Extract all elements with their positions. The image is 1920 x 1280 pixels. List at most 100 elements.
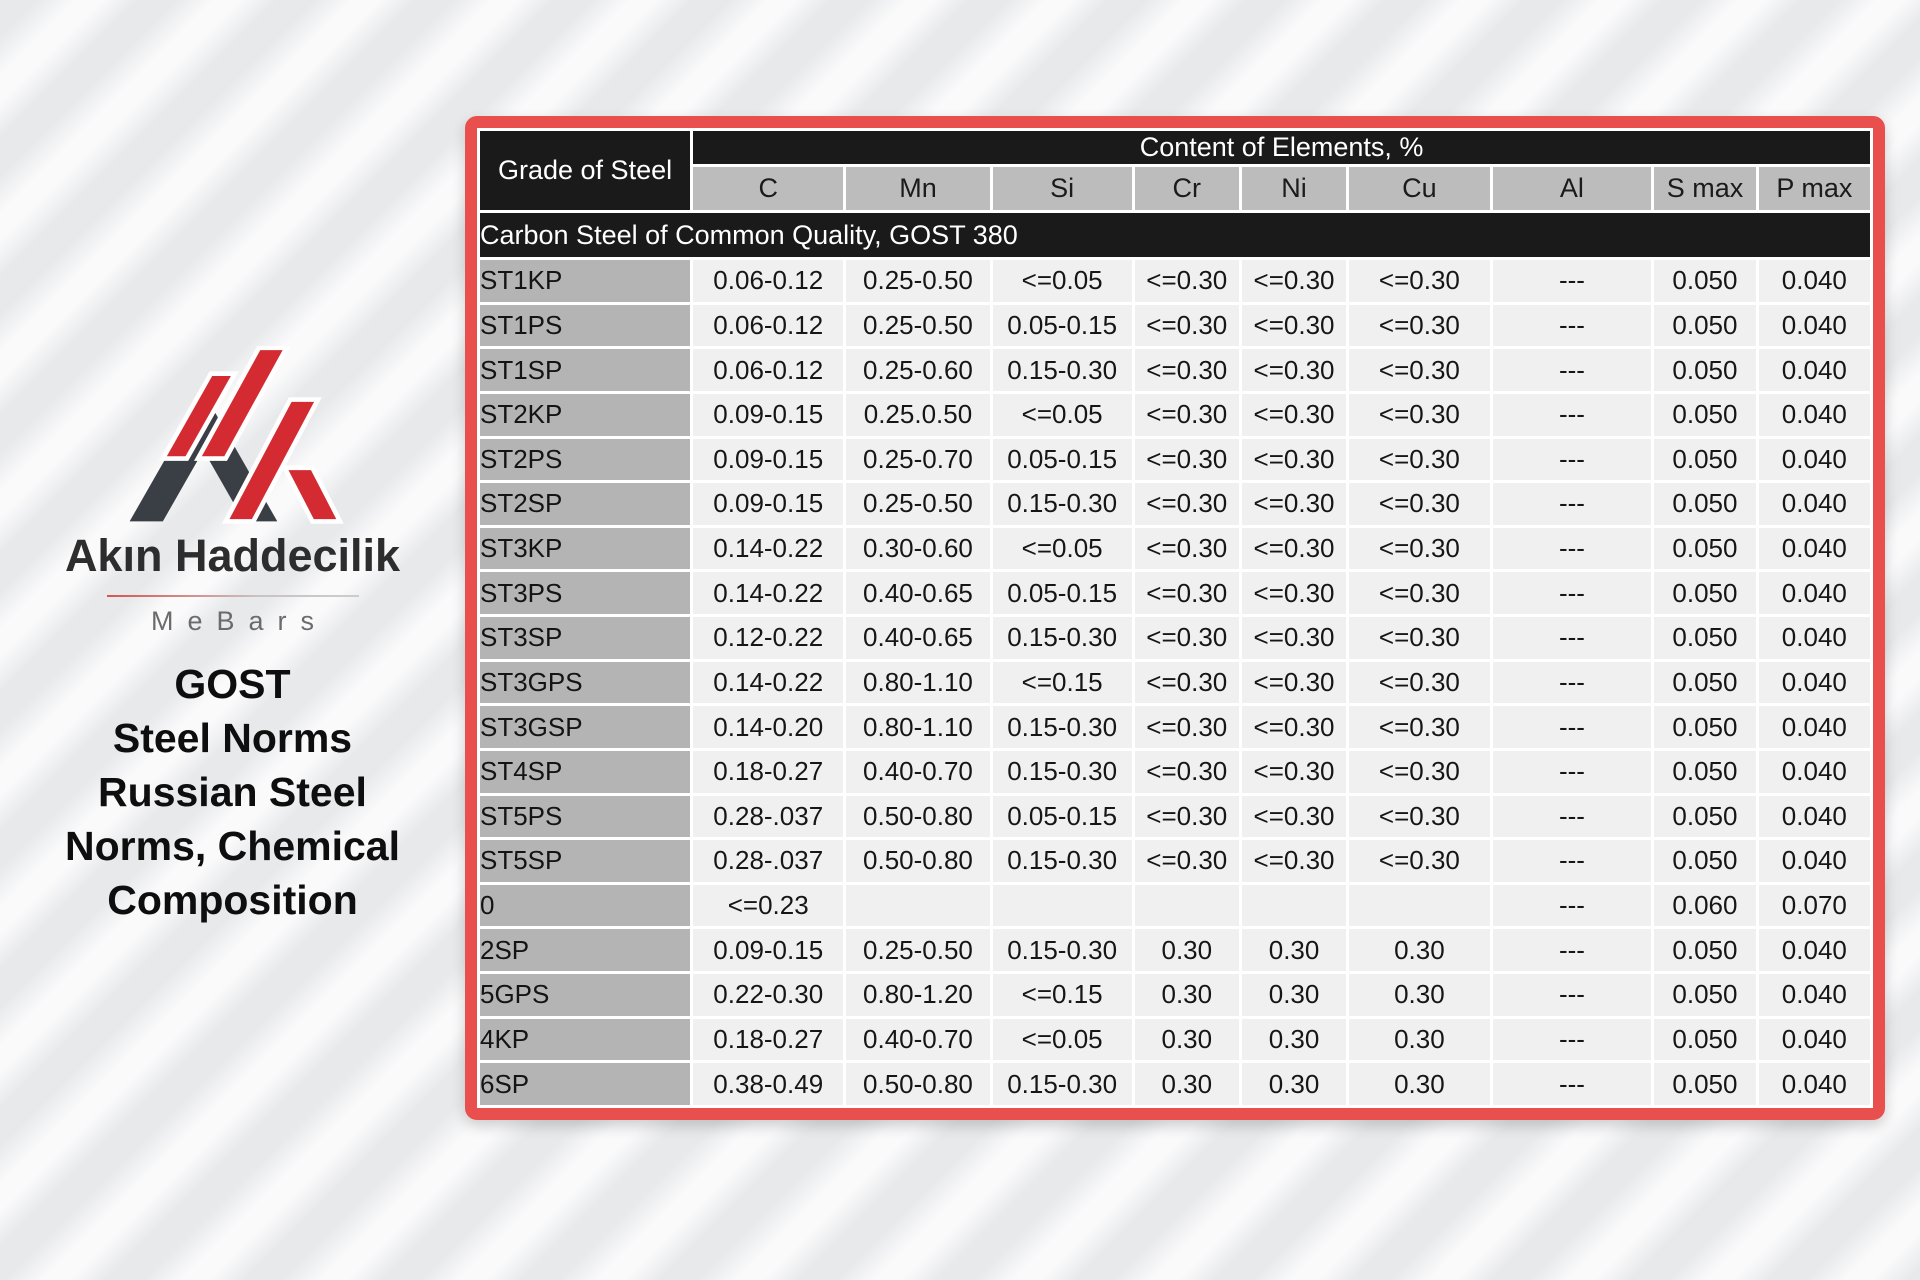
value-cell-ni: <=0.30 [1238, 703, 1350, 751]
value-cell-si: 0.05-0.15 [989, 569, 1135, 617]
value-cell-cu: 0.30 [1346, 926, 1493, 974]
value-cell-al: --- [1489, 881, 1655, 930]
grade-cell: ST2SP [477, 480, 694, 528]
table-row: ST2KP 0.09-0.15 0.25.0.50 <=0.05 <=0.30 … [477, 390, 1873, 439]
value-cell-cu: 0.30 [1346, 1060, 1493, 1108]
value-cell-al: --- [1489, 703, 1655, 751]
value-cell-cu: <=0.30 [1346, 390, 1493, 439]
value-cell-mn: 0.50-0.80 [843, 1060, 993, 1108]
value-cell-mn: 0.80-1.20 [843, 971, 993, 1019]
value-cell-ni: <=0.30 [1238, 658, 1350, 707]
value-cell-p: 0.040 [1755, 1015, 1873, 1064]
value-cell-cr: <=0.30 [1131, 703, 1242, 751]
value-cell-al: --- [1489, 1060, 1655, 1108]
value-cell-c: 0.09-0.15 [690, 926, 847, 974]
value-cell-si: <=0.15 [989, 658, 1135, 707]
value-cell-si: 0.15-0.30 [989, 837, 1135, 885]
grade-cell: ST4SP [477, 747, 694, 796]
page-title-line: Norms, Chemical [65, 823, 400, 869]
value-cell-al: --- [1489, 569, 1655, 617]
grade-cell: 6SP [477, 1060, 694, 1108]
value-cell-cr: 0.30 [1131, 971, 1242, 1019]
value-cell-p: 0.040 [1755, 480, 1873, 528]
value-cell-p: 0.040 [1755, 703, 1873, 751]
value-cell-s: 0.050 [1651, 569, 1759, 617]
value-cell-p: 0.040 [1755, 257, 1873, 305]
grade-cell: ST5PS [477, 792, 694, 841]
value-cell-cr: <=0.30 [1131, 257, 1242, 305]
column-header-cr: Cr [1131, 164, 1242, 213]
value-cell-al: --- [1489, 971, 1655, 1019]
brand-panel: Akın Haddecilik MeBars GOST Steel Norms … [0, 0, 465, 1280]
grade-cell: ST2KP [477, 390, 694, 439]
value-cell-c: 0.06-0.12 [690, 301, 847, 350]
value-cell-al: --- [1489, 480, 1655, 528]
value-cell-si: <=0.15 [989, 971, 1135, 1019]
table-row: 6SP 0.38-0.49 0.50-0.80 0.15-0.30 0.30 0… [477, 1060, 1873, 1108]
value-cell-ni: <=0.30 [1238, 435, 1350, 484]
table-row: ST3PS 0.14-0.22 0.40-0.65 0.05-0.15 <=0.… [477, 569, 1873, 617]
column-header-mn: Mn [843, 164, 993, 213]
value-cell-s: 0.050 [1651, 524, 1759, 573]
value-cell-si: 0.15-0.30 [989, 1060, 1135, 1108]
value-cell-cr: <=0.30 [1131, 658, 1242, 707]
value-cell-s: 0.050 [1651, 301, 1759, 350]
value-cell-ni: <=0.30 [1238, 569, 1350, 617]
value-cell-ni: 0.30 [1238, 1060, 1350, 1108]
value-cell-al: --- [1489, 926, 1655, 974]
value-cell-c: 0.06-0.12 [690, 257, 847, 305]
value-cell-p: 0.040 [1755, 1060, 1873, 1108]
value-cell-p: 0.040 [1755, 435, 1873, 484]
value-cell-cu: <=0.30 [1346, 524, 1493, 573]
column-header-ni: Ni [1238, 164, 1350, 213]
value-cell-s: 0.050 [1651, 747, 1759, 796]
value-cell-p: 0.040 [1755, 346, 1873, 394]
value-cell-cr [1131, 881, 1242, 930]
grade-cell: ST3SP [477, 614, 694, 662]
table-row: ST3SP 0.12-0.22 0.40-0.65 0.15-0.30 <=0.… [477, 614, 1873, 662]
value-cell-si [989, 881, 1135, 930]
column-header-cu: Cu [1346, 164, 1493, 213]
value-cell-mn: 0.50-0.80 [843, 792, 993, 841]
value-cell-s: 0.050 [1651, 658, 1759, 707]
value-cell-si: 0.15-0.30 [989, 926, 1135, 974]
table-row: ST2PS 0.09-0.15 0.25-0.70 0.05-0.15 <=0.… [477, 435, 1873, 484]
value-cell-s: 0.050 [1651, 1015, 1759, 1064]
table-row: 0 <=0.23 --- 0.060 0.070 [477, 881, 1873, 930]
page-title-line: GOST [174, 661, 291, 707]
table-row: 2SP 0.09-0.15 0.25-0.50 0.15-0.30 0.30 0… [477, 926, 1873, 974]
value-cell-cr: <=0.30 [1131, 747, 1242, 796]
value-cell-ni: 0.30 [1238, 971, 1350, 1019]
value-cell-cu: <=0.30 [1346, 480, 1493, 528]
value-cell-ni: <=0.30 [1238, 837, 1350, 885]
grade-cell: ST5SP [477, 837, 694, 885]
value-cell-ni: <=0.30 [1238, 480, 1350, 528]
brand-logo-icon [129, 346, 344, 524]
value-cell-cu: <=0.30 [1346, 301, 1493, 350]
value-cell-cr: 0.30 [1131, 1015, 1242, 1064]
value-cell-s: 0.050 [1651, 1060, 1759, 1108]
value-cell-cr: <=0.30 [1131, 480, 1242, 528]
column-header-al: Al [1489, 164, 1655, 213]
value-cell-s: 0.050 [1651, 257, 1759, 305]
value-cell-c: 0.14-0.22 [690, 524, 847, 573]
value-cell-c: 0.12-0.22 [690, 614, 847, 662]
value-cell-cu: <=0.30 [1346, 257, 1493, 305]
value-cell-p: 0.040 [1755, 390, 1873, 439]
value-cell-ni: <=0.30 [1238, 257, 1350, 305]
column-header-si: Si [989, 164, 1135, 213]
value-cell-ni: <=0.30 [1238, 792, 1350, 841]
value-cell-ni: <=0.30 [1238, 524, 1350, 573]
value-cell-ni: <=0.30 [1238, 390, 1350, 439]
value-cell-c: 0.18-0.27 [690, 747, 847, 796]
value-cell-ni: <=0.30 [1238, 614, 1350, 662]
value-cell-cu: <=0.30 [1346, 614, 1493, 662]
value-cell-c: 0.38-0.49 [690, 1060, 847, 1108]
value-cell-al: --- [1489, 837, 1655, 885]
value-cell-cr: <=0.30 [1131, 435, 1242, 484]
table-row: ST5PS 0.28-.037 0.50-0.80 0.05-0.15 <=0.… [477, 792, 1873, 841]
table-body: Carbon Steel of Common Quality, GOST 380… [477, 210, 1873, 1108]
value-cell-mn: 0.25.0.50 [843, 390, 993, 439]
brand-name: Akın Haddecilik [64, 530, 401, 581]
table-row: ST1SP 0.06-0.12 0.25-0.60 0.15-0.30 <=0.… [477, 346, 1873, 394]
